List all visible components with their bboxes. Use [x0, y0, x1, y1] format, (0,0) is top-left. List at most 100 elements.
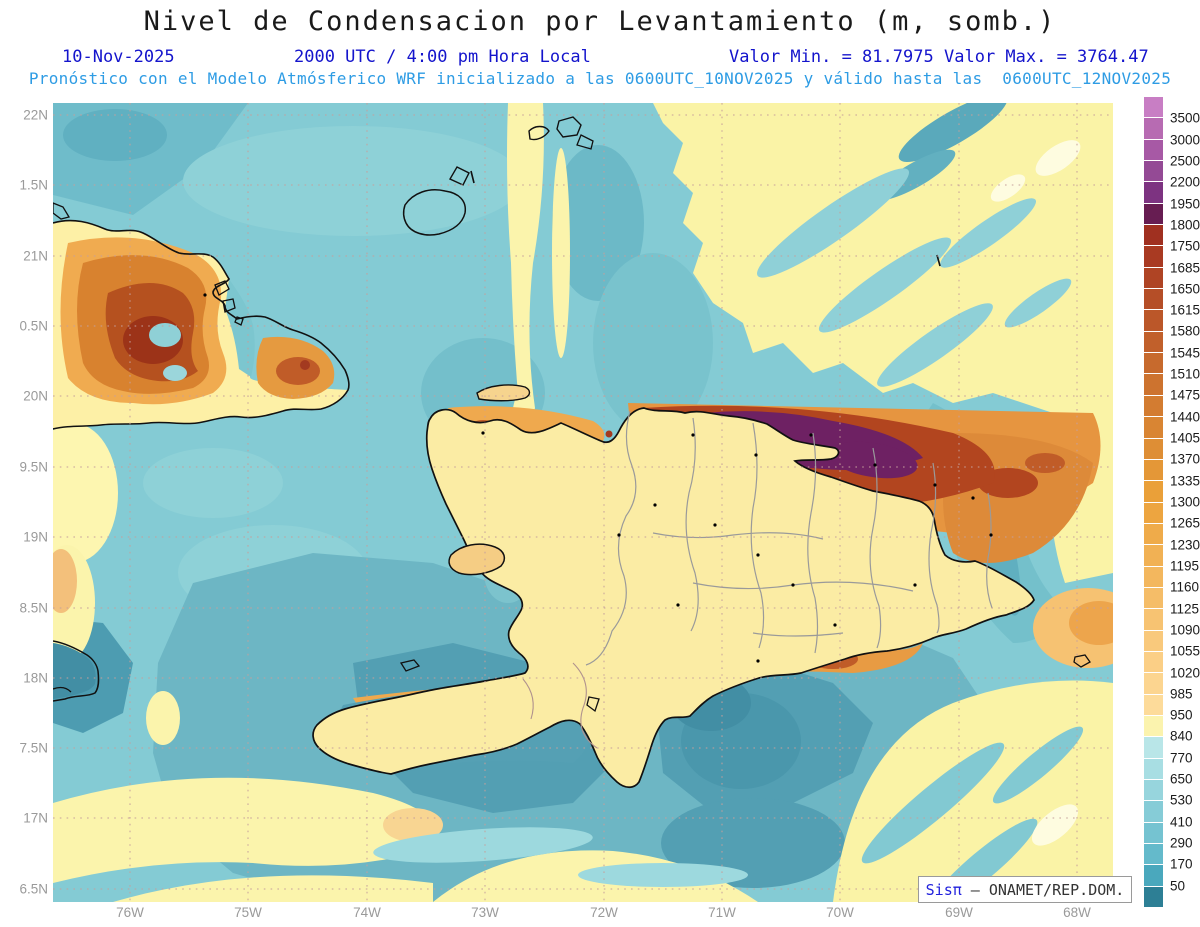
- colorbar-segment: [1144, 865, 1163, 887]
- colorbar-tick-label: 2500: [1170, 153, 1200, 169]
- watermark-box: Sisπ – ONAMET/REP.DOM.: [918, 876, 1132, 903]
- colorbar-segment: [1144, 246, 1163, 268]
- colorbar: [1144, 97, 1163, 908]
- colorbar-segment: [1144, 225, 1163, 247]
- colorbar-tick-label: 950: [1170, 707, 1193, 723]
- lat-tick-label: 20N: [23, 388, 48, 404]
- colorbar-segment: [1144, 780, 1163, 802]
- page-title: Nivel de Condensacion por Levantamiento …: [143, 6, 1057, 37]
- model-forecast-line: Pronóstico con el Modelo Atmósferico WRF…: [28, 69, 1172, 88]
- colorbar-tick-label: 1055: [1170, 643, 1200, 659]
- colorbar-tick-label: 1300: [1170, 494, 1200, 510]
- colorbar-segment: [1144, 737, 1163, 759]
- colorbar-segment: [1144, 459, 1163, 482]
- colorbar-segment: [1144, 353, 1163, 375]
- colorbar-segment: [1144, 331, 1163, 354]
- colorbar-tick-label: 1545: [1170, 345, 1200, 361]
- colorbar-tick-label: 170: [1170, 856, 1193, 872]
- colorbar-segment: [1144, 630, 1163, 652]
- colorbar-tick-label: 3500: [1170, 110, 1200, 126]
- colorbar-tick-label: 985: [1170, 686, 1193, 702]
- lon-tick-label: 71W: [708, 905, 736, 920]
- colorbar-tick-label: 1160: [1170, 579, 1200, 595]
- lon-tick-label: 70W: [826, 905, 854, 920]
- lat-tick-label: 1.5N: [19, 177, 48, 193]
- lat-tick-label: 21N: [23, 248, 48, 264]
- colorbar-segment: [1144, 374, 1163, 396]
- lat-tick-label: 22N: [23, 107, 48, 123]
- colorbar-tick-label: 1020: [1170, 665, 1200, 681]
- colorbar-segment: [1144, 502, 1163, 524]
- colorbar-segment: [1144, 673, 1163, 695]
- colorbar-tick-label: 3000: [1170, 132, 1200, 148]
- colorbar-segment: [1144, 97, 1163, 119]
- colorbar-segment: [1144, 758, 1163, 780]
- colorbar-tick-label: 290: [1170, 835, 1193, 851]
- watermark-org: ONAMET/REP.DOM.: [988, 880, 1125, 899]
- colorbar-tick-label: 1580: [1170, 323, 1200, 339]
- colorbar-tick-label: 1510: [1170, 366, 1200, 382]
- colorbar-tick-label: 650: [1170, 771, 1193, 787]
- colorbar-segment: [1144, 715, 1163, 738]
- colorbar-tick-label: 530: [1170, 792, 1193, 808]
- colorbar-tick-label: 1475: [1170, 387, 1200, 403]
- lat-tick-label: 7.5N: [19, 740, 48, 756]
- lat-tick-label: 17N: [23, 810, 48, 826]
- colorbar-tick-label: 410: [1170, 814, 1193, 830]
- colorbar-tick-label: 1125: [1170, 601, 1200, 617]
- min-value-label: Valor Min. = 81.7975: [729, 47, 934, 67]
- lat-tick-label: 8.5N: [19, 600, 48, 616]
- colorbar-tick-label: 770: [1170, 750, 1193, 766]
- colorbar-segment: [1144, 481, 1163, 503]
- colorbar-segment: [1144, 523, 1163, 546]
- lat-tick-label: 6.5N: [19, 881, 48, 897]
- colorbar-tick-label: 1335: [1170, 473, 1200, 489]
- colorbar-segment: [1144, 182, 1163, 204]
- colorbar-segment: [1144, 161, 1163, 183]
- colorbar-segment: [1144, 566, 1163, 588]
- colorbar-segment: [1144, 417, 1163, 439]
- lon-tick-label: 75W: [234, 905, 262, 920]
- colorbar-segment: [1144, 801, 1163, 823]
- colorbar-tick-label: 1750: [1170, 238, 1200, 254]
- colorbar-tick-label: 1195: [1170, 558, 1200, 574]
- lon-tick-label: 76W: [116, 905, 144, 920]
- colorbar-segment: [1144, 844, 1163, 866]
- colorbar-segment: [1144, 118, 1163, 140]
- colorbar-tick-label: 1370: [1170, 451, 1200, 467]
- colorbar-tick-label: 1615: [1170, 302, 1200, 318]
- watermark-separator: –: [961, 880, 989, 899]
- colorbar-segment: [1144, 438, 1163, 460]
- lon-tick-label: 72W: [590, 905, 618, 920]
- colorbar-tick-label: 1230: [1170, 537, 1200, 553]
- colorbar-segment: [1144, 545, 1163, 567]
- colorbar-tick-label: 1405: [1170, 430, 1200, 446]
- colorbar-tick-label: 1800: [1170, 217, 1200, 233]
- map-canvas: [28, 94, 1143, 912]
- colorbar-segment: [1144, 587, 1163, 610]
- lat-tick-label: 19N: [23, 529, 48, 545]
- lon-tick-label: 69W: [945, 905, 973, 920]
- colorbar-segment: [1144, 651, 1163, 674]
- colorbar-tick-label: 1265: [1170, 515, 1200, 531]
- colorbar-tick-label: 1685: [1170, 260, 1200, 276]
- run-date: 10-Nov-2025: [62, 47, 175, 67]
- colorbar-segment: [1144, 694, 1163, 716]
- colorbar-segment: [1144, 289, 1163, 311]
- colorbar-segment: [1144, 203, 1163, 226]
- colorbar-tick-label: 1440: [1170, 409, 1200, 425]
- colorbar-segment: [1144, 310, 1163, 332]
- colorbar-tick-label: 2200: [1170, 174, 1200, 190]
- lat-tick-label: 18N: [23, 670, 48, 686]
- contour-map: [28, 94, 1143, 912]
- lon-tick-label: 74W: [353, 905, 381, 920]
- watermark-brand: Sisπ: [925, 880, 962, 899]
- lon-tick-label: 73W: [471, 905, 499, 920]
- colorbar-tick-label: 50: [1170, 878, 1186, 894]
- colorbar-tick-label: 840: [1170, 728, 1193, 744]
- max-value-label: Valor Max. = 3764.47: [944, 47, 1149, 67]
- colorbar-segment: [1144, 609, 1163, 631]
- colorbar-segment: [1144, 886, 1163, 908]
- lon-tick-label: 68W: [1063, 905, 1091, 920]
